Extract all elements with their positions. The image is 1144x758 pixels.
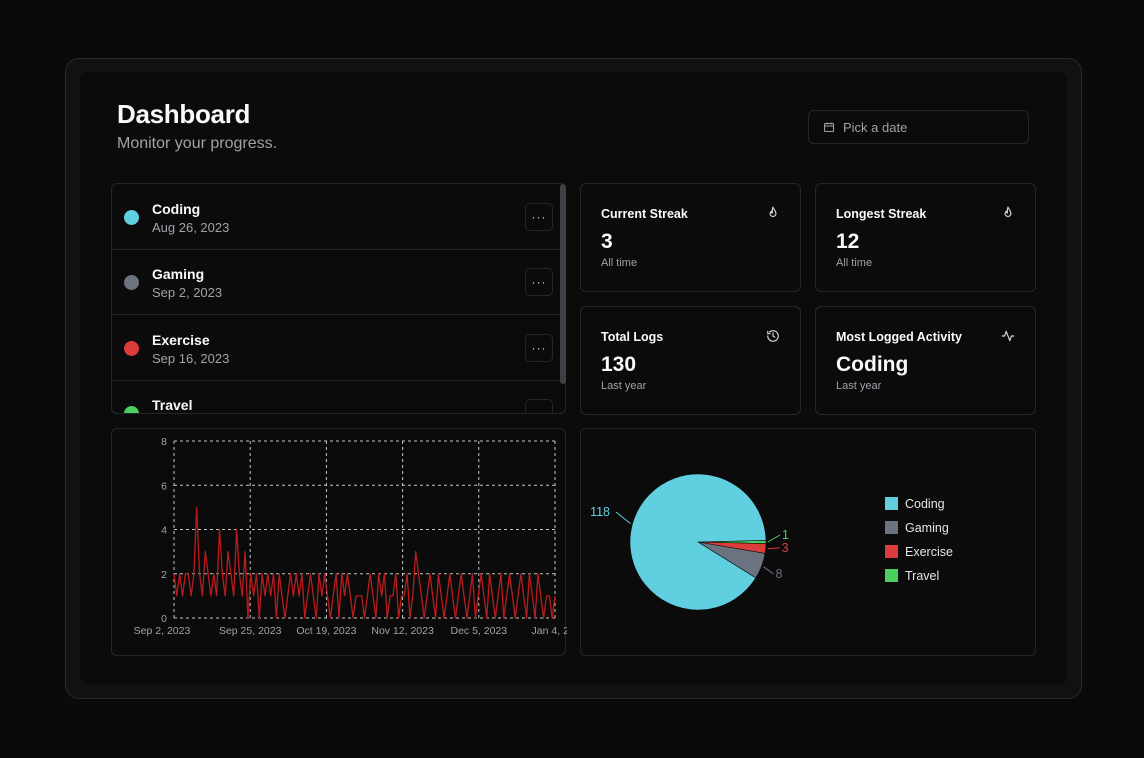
y-tick-label: 6 — [161, 480, 167, 492]
pie-leader-line — [615, 511, 631, 524]
activity-icon — [1001, 330, 1015, 342]
flame-icon — [1004, 206, 1012, 218]
stat-caption: All time — [836, 257, 873, 269]
calendar-icon — [823, 121, 835, 133]
y-tick-label: 8 — [161, 436, 167, 448]
stat-caption: Last year — [601, 380, 647, 392]
stat-title: Total Logs — [601, 330, 664, 344]
history-icon — [767, 330, 779, 342]
pie-leader-line — [767, 534, 781, 543]
legend-label: Coding — [905, 497, 945, 511]
more-options-button[interactable]: ··· — [525, 334, 553, 362]
stat-value: 12 — [836, 230, 860, 253]
activity-color-dot — [124, 341, 139, 356]
activity-item-exercise[interactable]: Exercise Sep 16, 2023 ··· — [112, 315, 560, 381]
x-tick-label: Sep 25, 2023 — [219, 625, 282, 637]
legend-swatch — [885, 497, 898, 510]
more-options-button[interactable]: ··· — [525, 203, 553, 231]
activity-name: Exercise — [152, 332, 210, 348]
stat-title: Most Logged Activity — [836, 330, 962, 344]
pie-leader-line — [763, 566, 774, 575]
flame-icon — [769, 206, 777, 218]
x-tick-label: Dec 5, 2023 — [450, 625, 507, 637]
page-subtitle: Monitor your progress. — [117, 135, 278, 152]
activity-list[interactable]: Coding Aug 26, 2023 ··· Gaming Sep 2, 20… — [111, 183, 566, 414]
legend-swatch — [885, 569, 898, 582]
date-picker-button[interactable]: Pick a date — [808, 110, 1029, 144]
page-title: Dashboard — [117, 99, 251, 129]
pie-value-label: 1 — [782, 528, 789, 542]
pie-value-label: 118 — [590, 505, 610, 519]
activity-line-chart: 0 2 4 6 8 Sep 2, 2023 Sep 25, 2023 Oct 19, 2023… — [134, 436, 587, 637]
y-tick-label: 4 — [161, 525, 167, 537]
pie-value-label: 3 — [782, 541, 789, 555]
activity-name: Gaming — [152, 266, 205, 282]
total-logs-card: Total Logs 130 Last year — [580, 306, 801, 415]
stat-value: 130 — [601, 353, 637, 376]
legend-swatch — [885, 521, 898, 534]
activity-name: Travel — [152, 397, 193, 413]
x-tick-label: Oct 19, 2023 — [296, 625, 356, 637]
pie-slice — [629, 473, 767, 611]
pie-chart-card: 1 3 8 118 Coding Gaming Exercise Travel — [580, 428, 1036, 656]
legend-label: Gaming — [905, 521, 949, 535]
activity-date: Aug 26, 2023 — [152, 220, 230, 235]
pie-value-label: 8 — [775, 567, 782, 581]
pie-leader-line — [767, 547, 780, 550]
x-tick-label: Sep 2, 2023 — [134, 625, 191, 637]
legend-label: Travel — [905, 569, 939, 583]
x-tick-label: Nov 12, 2023 — [371, 625, 434, 637]
dashboard-panel — [80, 72, 1067, 684]
legend-label: Exercise — [905, 545, 953, 559]
date-picker-placeholder: Pick a date — [843, 119, 908, 135]
activity-color-dot — [124, 406, 139, 413]
stat-title: Longest Streak — [836, 207, 927, 221]
activity-item-gaming[interactable]: Gaming Sep 2, 2023 ··· — [112, 249, 560, 315]
activity-date: Sep 16, 2023 — [152, 351, 230, 366]
more-options-button[interactable]: ··· — [525, 268, 553, 296]
activity-color-dot — [124, 275, 139, 290]
stat-title: Current Streak — [601, 207, 688, 221]
most-logged-activity-card: Most Logged Activity Coding Last year — [815, 306, 1036, 415]
y-tick-label: 2 — [161, 569, 167, 581]
activity-date: Sep 2, 2023 — [152, 285, 223, 300]
current-streak-card: Current Streak 3 All time — [580, 183, 801, 292]
activity-list-scrollbar[interactable] — [560, 184, 566, 384]
line-chart-card: 0 2 4 6 8 Sep 2, 2023 Sep 25, 2023 Oct 19, 2023… — [111, 428, 587, 656]
more-options-button[interactable]: ··· — [525, 399, 553, 413]
activity-item-travel[interactable]: Travel ··· — [112, 380, 560, 413]
stat-value: Coding — [836, 353, 909, 376]
activity-item-coding[interactable]: Coding Aug 26, 2023 ··· — [112, 184, 560, 250]
stat-caption: All time — [601, 257, 638, 269]
activity-name: Coding — [152, 201, 201, 217]
x-tick-label: Jan 4, 2024 — [532, 625, 567, 637]
series-line — [173, 506, 556, 619]
y-tick-label: 0 — [161, 613, 167, 625]
activity-color-dot — [124, 210, 139, 225]
stat-value: 3 — [601, 230, 613, 253]
longest-streak-card: Longest Streak 12 All time — [815, 183, 1036, 292]
legend-swatch — [885, 545, 898, 558]
stat-caption: Last year — [836, 380, 882, 392]
activity-pie-chart: 138 118 Coding Gaming Exercise Travel — [590, 473, 953, 611]
